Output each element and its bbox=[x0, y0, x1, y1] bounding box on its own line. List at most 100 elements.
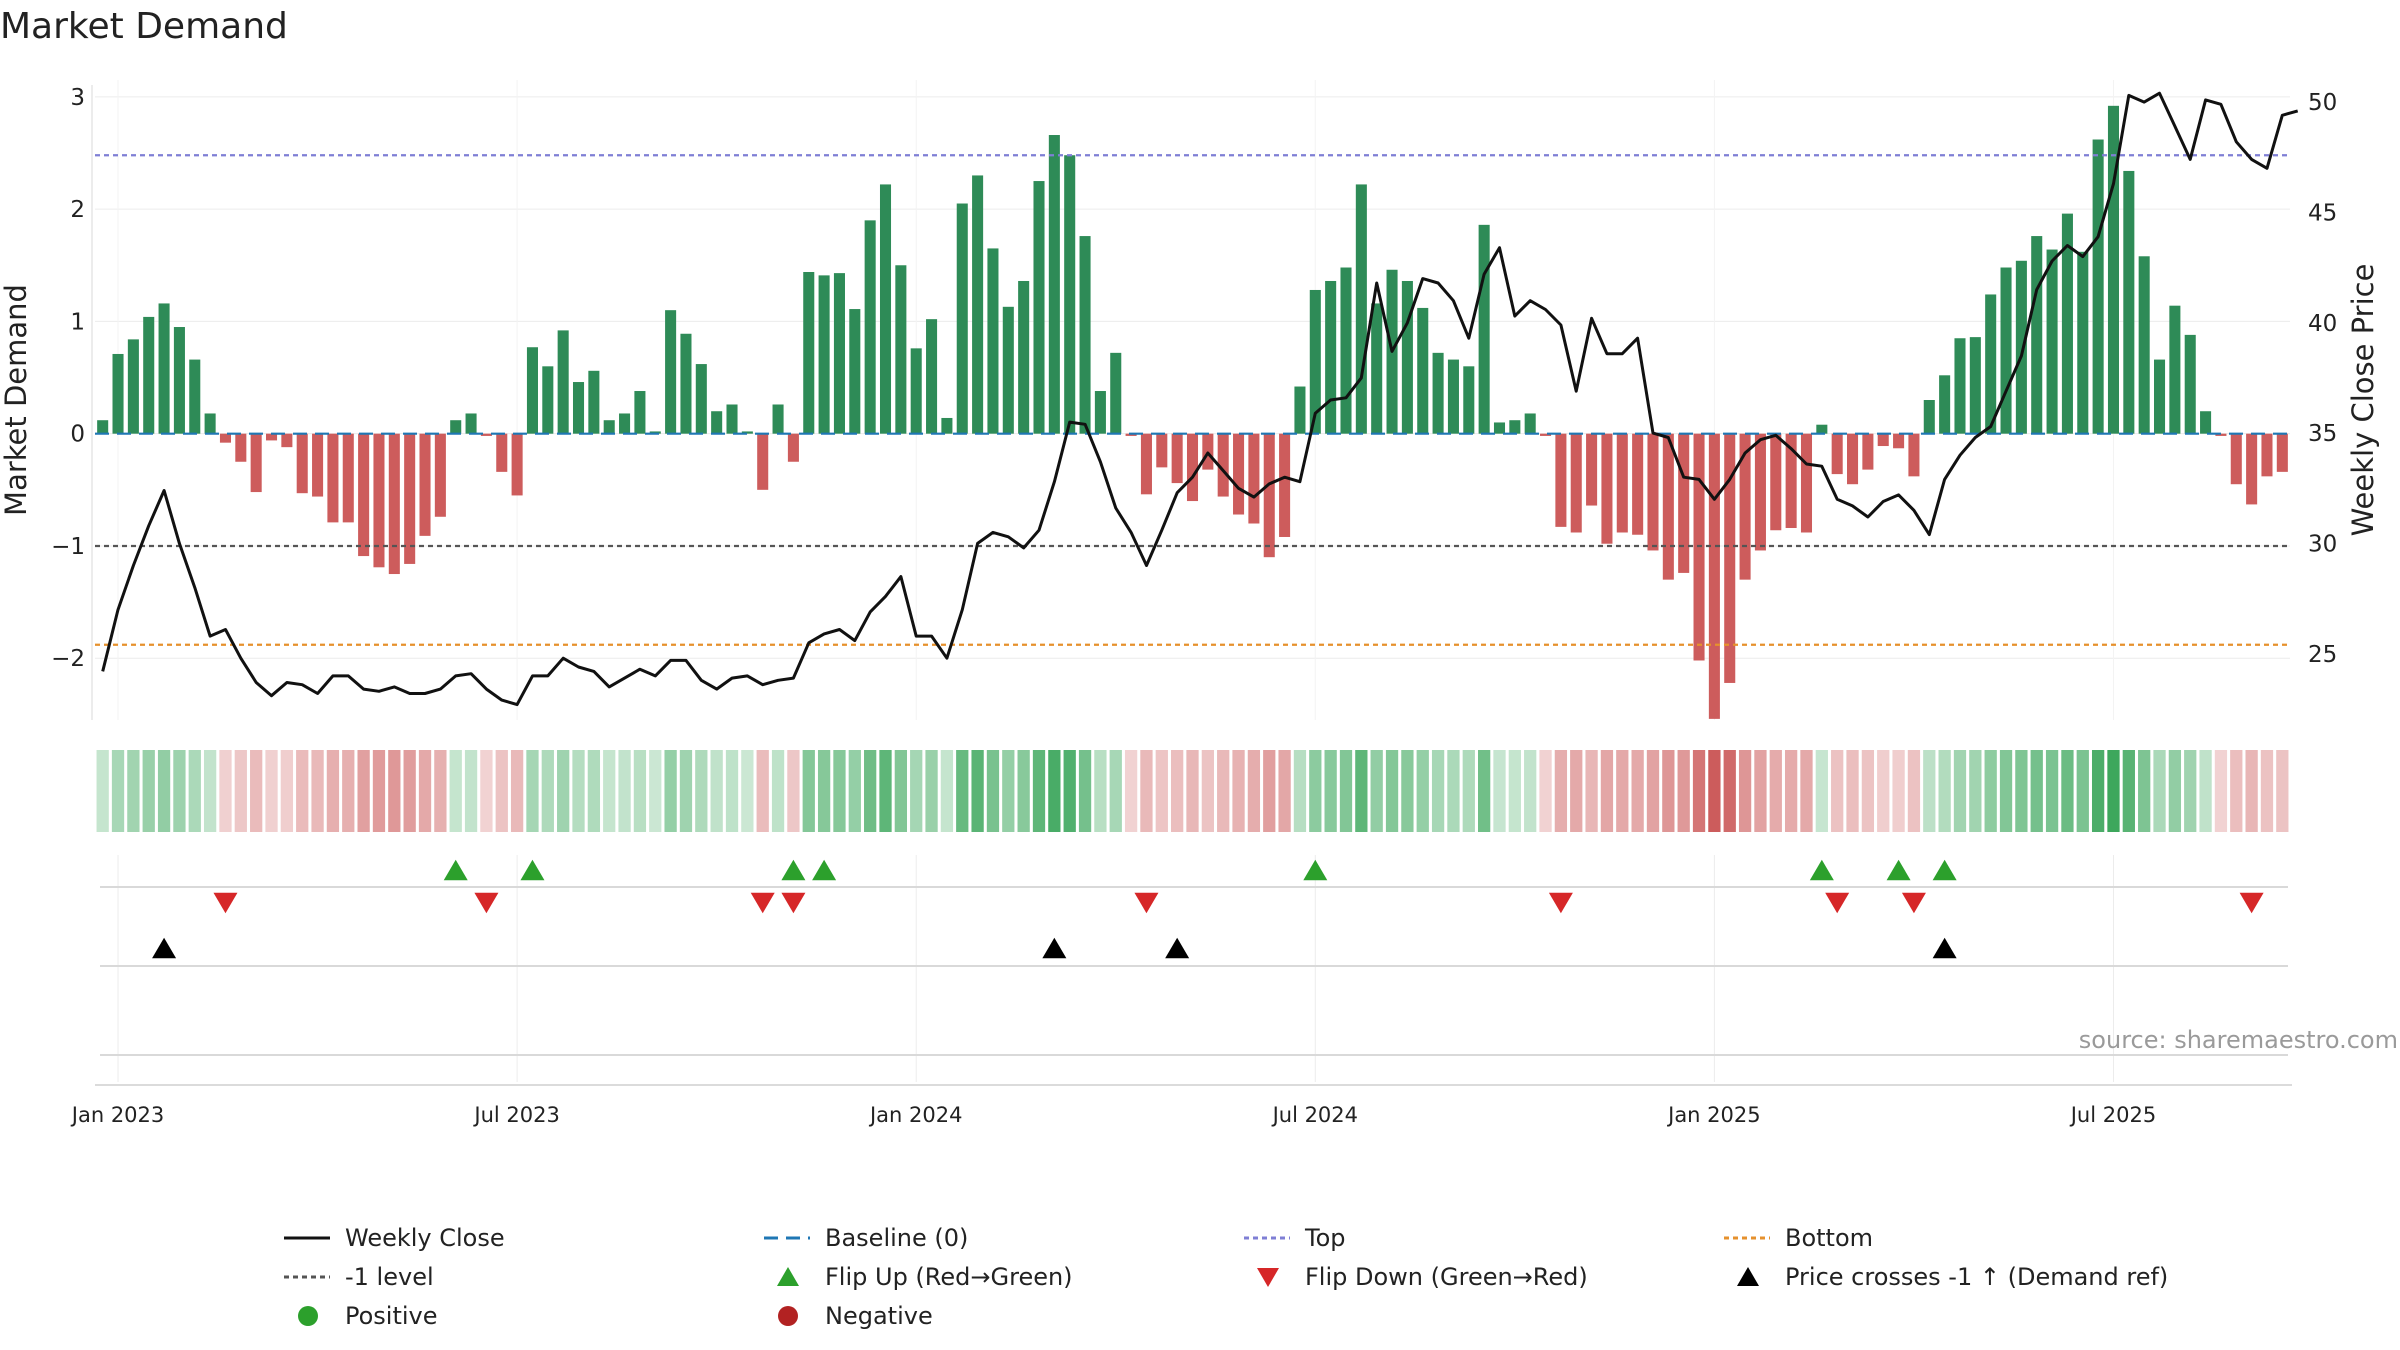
strip-cell bbox=[940, 750, 954, 832]
demand-bar bbox=[1847, 433, 1859, 485]
strip-cell bbox=[756, 750, 769, 832]
demand-bar bbox=[895, 265, 907, 434]
demand-bar bbox=[1478, 224, 1490, 434]
strip-cell bbox=[910, 750, 923, 832]
strip-cell bbox=[695, 750, 708, 832]
y-axis-label-right: Weekly Close Price bbox=[2346, 264, 2380, 537]
demand-bar bbox=[281, 433, 293, 448]
x-tick-label: Jan 2023 bbox=[70, 1103, 165, 1127]
strip-cell bbox=[1600, 750, 1614, 832]
strip-cell bbox=[1063, 750, 1076, 832]
strip-cell bbox=[2276, 750, 2289, 832]
strip-cell bbox=[1999, 750, 2013, 832]
strip-cell bbox=[572, 750, 585, 832]
y-tick-right: 40 bbox=[2308, 311, 2337, 337]
demand-bar bbox=[1340, 267, 1352, 434]
strip-cell bbox=[986, 750, 1000, 832]
demand-bar bbox=[1939, 375, 1951, 434]
demand-bar bbox=[173, 327, 185, 434]
demand-bar bbox=[1156, 433, 1168, 468]
demand-bar bbox=[665, 310, 677, 434]
strip-cell bbox=[1938, 750, 1951, 832]
flip-up-marker bbox=[1886, 859, 1911, 881]
demand-bar bbox=[1064, 155, 1076, 434]
demand-bar bbox=[2123, 170, 2135, 434]
demand-bar bbox=[2092, 139, 2104, 434]
strip-cell bbox=[188, 750, 201, 832]
demand-bar bbox=[342, 433, 354, 523]
demand-bar bbox=[388, 433, 400, 575]
demand-bar bbox=[956, 203, 968, 434]
y-tick-right: 50 bbox=[2308, 90, 2337, 116]
demand-bar bbox=[1355, 184, 1367, 434]
demand-bar bbox=[910, 348, 922, 434]
axis-layer: 3 2 1 0 −1 −2 50 45 40 35 30 25 Jan 2023 Jul 2023 Jan … bbox=[51, 85, 2337, 1127]
legend-label: Flip Down (Green→Red) bbox=[1305, 1263, 1588, 1291]
demand-bar bbox=[2246, 433, 2258, 505]
color-strip bbox=[96, 750, 2289, 832]
demand-bar bbox=[879, 184, 892, 434]
demand-bar bbox=[1954, 338, 1966, 434]
strip-cell bbox=[342, 750, 355, 832]
demand-bar bbox=[143, 316, 155, 434]
strip-cell bbox=[1554, 750, 1568, 832]
demand-bar bbox=[941, 417, 953, 434]
demand-bar bbox=[711, 411, 723, 434]
strip-cell bbox=[111, 750, 125, 832]
legend-label: Top bbox=[1304, 1224, 1346, 1252]
flip-down-marker bbox=[213, 892, 238, 914]
strip-cell bbox=[1124, 750, 1138, 832]
y-tick-left: 1 bbox=[70, 309, 85, 335]
strip-cell bbox=[1155, 750, 1168, 832]
demand-bar bbox=[158, 303, 170, 434]
strip-cell bbox=[1708, 750, 1721, 832]
y-tick-right: 35 bbox=[2308, 421, 2337, 447]
legend-label: Negative bbox=[825, 1302, 933, 1330]
strip-cell bbox=[1002, 750, 1015, 832]
price-cross-marker bbox=[1932, 937, 1957, 959]
strip-cell bbox=[157, 750, 171, 832]
strip-cell bbox=[2184, 750, 2197, 832]
strip-cell bbox=[372, 750, 386, 832]
demand-bar bbox=[404, 433, 416, 564]
strip-cell bbox=[403, 750, 416, 832]
strip-cell bbox=[879, 750, 892, 832]
strip-cell bbox=[725, 750, 739, 832]
flip-up-marker bbox=[812, 859, 837, 881]
strip-cell bbox=[1815, 750, 1828, 832]
demand-bar bbox=[987, 248, 999, 434]
strip-cell bbox=[1984, 750, 1997, 832]
legend-label: Price crosses -1 ↑ (Demand ref) bbox=[1785, 1263, 2168, 1291]
demand-bar bbox=[603, 420, 615, 434]
demand-bar bbox=[818, 275, 830, 434]
demand-bar bbox=[373, 433, 385, 568]
strip-cell bbox=[2076, 750, 2089, 832]
strip-cell bbox=[541, 750, 554, 832]
flip-down-marker bbox=[750, 892, 775, 914]
demand-bar bbox=[1647, 433, 1659, 551]
strip-cell bbox=[1048, 750, 1061, 832]
strip-cell bbox=[127, 750, 140, 832]
demand-bar bbox=[649, 431, 661, 434]
strip-cell bbox=[1738, 750, 1752, 832]
strip-cell bbox=[2045, 750, 2059, 832]
strip-cell bbox=[664, 750, 677, 832]
demand-bar bbox=[619, 413, 631, 434]
demand-bar bbox=[327, 433, 339, 523]
strip-cell bbox=[1784, 750, 1798, 832]
strip-cell bbox=[173, 750, 186, 832]
strip-cell bbox=[2015, 750, 2028, 832]
demand-bar bbox=[680, 333, 692, 434]
strip-cell bbox=[1109, 750, 1122, 832]
demand-bar bbox=[2230, 433, 2242, 485]
strip-cell bbox=[1631, 750, 1644, 832]
strip-cell bbox=[1585, 750, 1598, 832]
demand-bar bbox=[1540, 433, 1552, 436]
strip-cell bbox=[1078, 750, 1092, 832]
legend-label: Weekly Close bbox=[345, 1224, 505, 1252]
strip-cell bbox=[649, 750, 662, 832]
strip-cell bbox=[864, 750, 877, 832]
strip-cell bbox=[510, 750, 524, 832]
legend-swatch-triangle-down bbox=[1257, 1268, 1279, 1287]
demand-bar bbox=[2046, 249, 2058, 434]
